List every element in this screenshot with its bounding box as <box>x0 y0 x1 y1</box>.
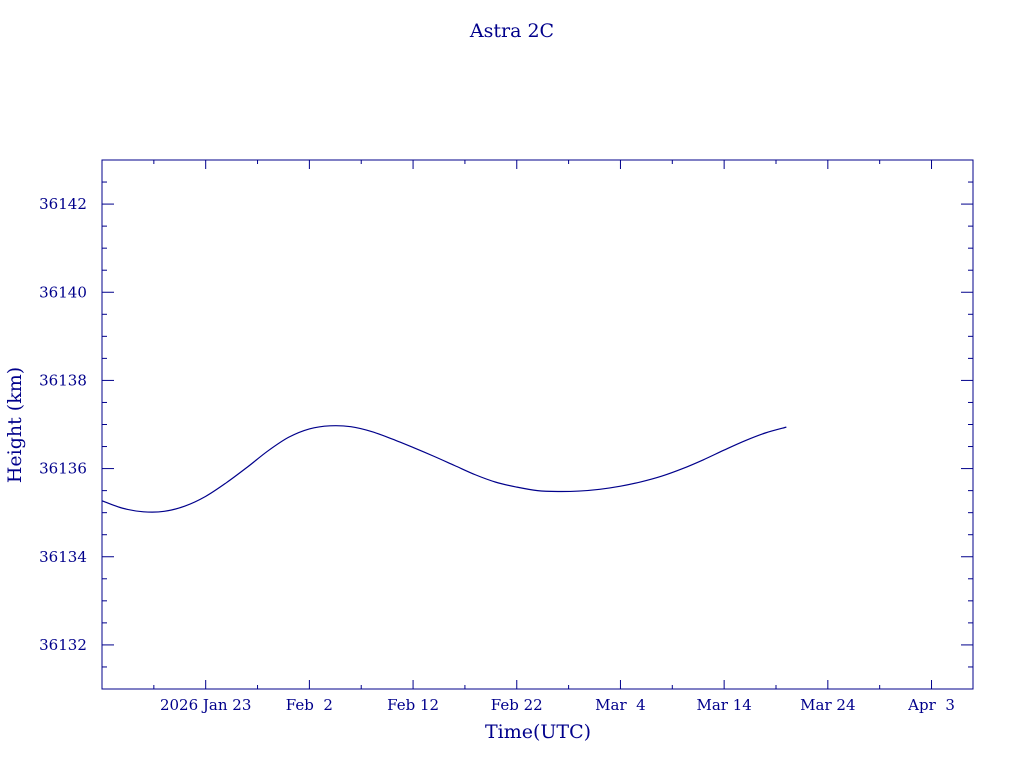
chart-title: Astra 2C <box>469 20 554 42</box>
x-tick-label: Apr 3 <box>907 696 955 714</box>
series-group <box>101 425 787 513</box>
plot-frame <box>101 159 974 690</box>
x-tick-label: 2026 Jan 23 <box>160 696 251 714</box>
y-tick-label: 36134 <box>39 548 87 566</box>
y-tick-label: 36136 <box>39 460 87 478</box>
y-tick-label: 36140 <box>39 283 87 301</box>
y-tick-label: 36132 <box>39 636 87 654</box>
x-tick-label: Mar 14 <box>696 696 751 714</box>
height-series-line <box>101 425 787 513</box>
x-axis: 2026 Jan 23 Feb 2 Feb 12 Feb 22 Mar 4 Mar 14 M… <box>153 160 955 714</box>
x-axis-label: Time(UTC) <box>485 721 591 743</box>
y-axis-label: Height (km) <box>4 367 26 483</box>
x-tick-label: Mar 4 <box>595 696 646 714</box>
y-axis: 36132 36134 36136 36138 36140 36142 <box>39 159 973 690</box>
x-tick-label: Mar 24 <box>800 696 855 714</box>
x-tick-label: Feb 2 <box>286 696 333 714</box>
y-tick-label: 36142 <box>39 195 87 213</box>
x-tick-label: Feb 22 <box>491 696 543 714</box>
x-tick-label: Feb 12 <box>387 696 439 714</box>
y-tick-label: 36138 <box>39 371 87 389</box>
